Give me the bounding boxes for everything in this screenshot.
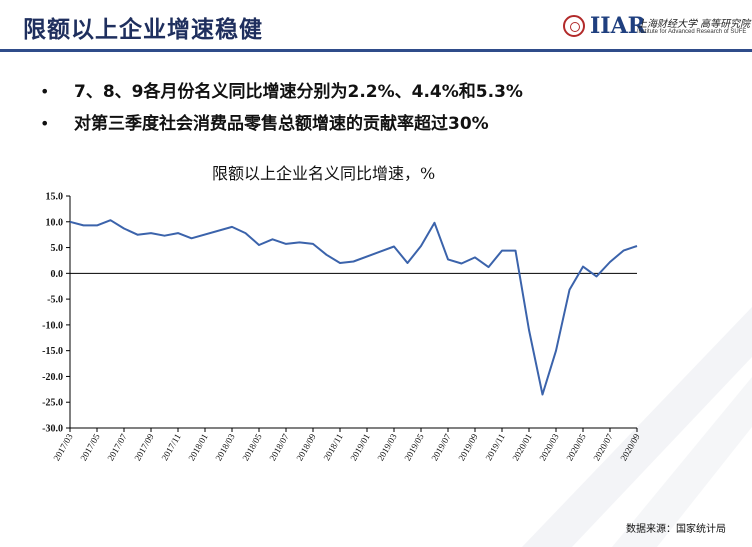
logo-english-name: Institute for Advanced Research of SUFE: [637, 29, 747, 35]
chart-title: 限额以上企业名义同比增速，%: [212, 164, 436, 183]
y-tick-label: -10.0: [42, 320, 63, 331]
background-decoration: [522, 307, 752, 547]
y-tick-label: -25.0: [42, 398, 63, 409]
x-tick-label: 2020/03: [537, 432, 561, 463]
x-tick-label: 2018/01: [186, 432, 209, 463]
x-tick-label: 2019/11: [483, 432, 506, 462]
x-tick-label: 2020/05: [564, 432, 588, 463]
header-divider: [0, 49, 752, 52]
logo-chinese-name: 上海财经大学 高等研究院: [637, 19, 751, 30]
y-tick-label: -15.0: [42, 346, 63, 357]
x-tick-label: 2019/05: [402, 432, 426, 463]
x-tick-label: 2020/01: [510, 432, 533, 463]
y-tick-label: 10.0: [46, 217, 64, 228]
y-tick-label: -20.0: [42, 372, 63, 383]
y-tick-label: 0.0: [51, 269, 64, 280]
x-tick-label: 2018/05: [240, 432, 264, 463]
slide-title: 限额以上企业增速稳健: [23, 17, 263, 43]
bullet-item: 7、8、9各月份名义同比增速分别为2.2%、4.4%和5.3%: [40, 82, 523, 102]
series-line: [69, 219, 638, 396]
logo-abbreviation: IIAR: [590, 13, 646, 39]
x-tick-label: 2017/09: [132, 432, 156, 463]
university-seal-icon: [563, 15, 585, 37]
x-tick-label: 2019/03: [375, 432, 399, 463]
x-tick-label: 2020/07: [591, 432, 615, 463]
x-tick-label: 2019/09: [456, 432, 480, 463]
x-tick-label: 2018/03: [213, 432, 237, 463]
x-tick-label: 2017/05: [78, 432, 102, 463]
y-tick-label: 5.0: [51, 243, 64, 254]
data-source: 数据来源：国家统计局: [626, 524, 726, 535]
institute-logo: IIAR 上海财经大学 高等研究院 Institute for Advanced…: [563, 13, 750, 43]
x-tick-label: 2017/03: [51, 432, 75, 463]
x-tick-label: 2018/07: [267, 432, 291, 463]
x-tick-label: 2017/07: [105, 432, 129, 463]
x-tick-label: 2018/11: [321, 432, 344, 462]
line-chart: 15.0 10.0 5.0 0.0 -5.0 -10.0 -15.0 -20.0 -25.0 -3…: [42, 192, 642, 463]
y-tick-label: 15.0: [46, 192, 64, 203]
y-tick-label: -30.0: [42, 424, 63, 435]
y-tick-label: -5.0: [47, 295, 63, 306]
bullet-list: 7、8、9各月份名义同比增速分别为2.2%、4.4%和5.3% 对第三季度社会消…: [40, 82, 523, 146]
x-tick-label: 2017/11: [159, 432, 182, 462]
bullet-item: 对第三季度社会消费品零售总额增速的贡献率超过30%: [40, 114, 523, 134]
x-tick-label: 2019/01: [348, 432, 371, 463]
x-tick-label: 2018/09: [294, 432, 318, 463]
slide-header: 限额以上企业增速稳健 IIAR 上海财经大学 高等研究院 Institute f…: [0, 0, 752, 52]
x-tick-label: 2020/09: [618, 432, 642, 463]
x-tick-label: 2019/07: [429, 432, 453, 463]
